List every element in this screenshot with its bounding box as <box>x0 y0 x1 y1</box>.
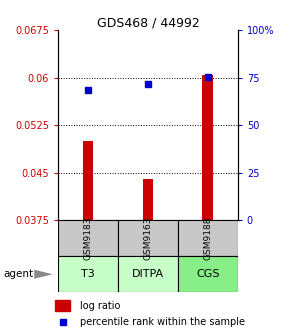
Bar <box>202 75 213 220</box>
Text: CGS: CGS <box>196 269 220 279</box>
Polygon shape <box>34 270 53 279</box>
Bar <box>55 300 70 311</box>
Bar <box>83 141 93 220</box>
Title: GDS468 / 44992: GDS468 / 44992 <box>97 16 199 29</box>
Text: T3: T3 <box>81 269 95 279</box>
Bar <box>58 256 118 292</box>
Text: GSM9163: GSM9163 <box>143 216 153 260</box>
Text: percentile rank within the sample: percentile rank within the sample <box>80 317 245 327</box>
Bar <box>178 256 238 292</box>
Bar <box>118 220 178 256</box>
Text: GSM9183: GSM9183 <box>84 216 93 260</box>
Bar <box>118 256 178 292</box>
Text: agent: agent <box>3 269 33 279</box>
Bar <box>58 220 118 256</box>
Text: log ratio: log ratio <box>80 301 120 311</box>
Text: DITPA: DITPA <box>132 269 164 279</box>
Text: GSM9188: GSM9188 <box>203 216 212 260</box>
Bar <box>178 220 238 256</box>
Bar <box>142 179 153 220</box>
